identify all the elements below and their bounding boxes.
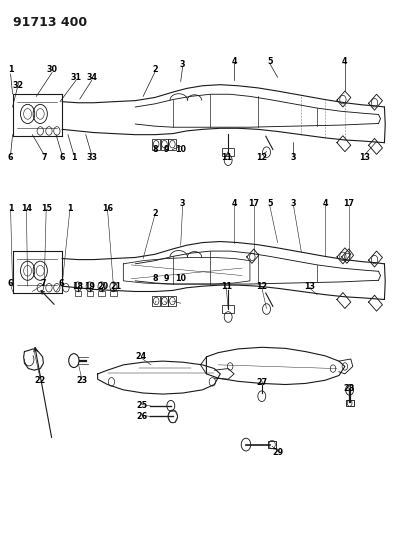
Text: 9: 9 (164, 273, 170, 282)
Bar (98, 291, 105, 296)
Text: 6: 6 (59, 153, 65, 162)
Text: 20: 20 (97, 282, 108, 291)
Text: 7: 7 (40, 279, 46, 288)
Text: 13: 13 (359, 153, 370, 162)
Bar (222, 305, 234, 313)
Text: 26: 26 (137, 412, 148, 421)
Circle shape (69, 354, 79, 368)
Text: 9: 9 (164, 145, 170, 154)
Text: 3: 3 (180, 199, 185, 208)
Text: 6: 6 (8, 153, 13, 162)
Text: 5: 5 (267, 199, 272, 208)
Text: 27: 27 (256, 378, 267, 387)
Text: 1: 1 (8, 66, 13, 74)
Text: 8: 8 (152, 145, 158, 154)
Text: 10: 10 (175, 273, 186, 282)
Text: 4: 4 (322, 199, 328, 208)
Text: 11: 11 (221, 153, 232, 162)
Text: 6: 6 (58, 279, 64, 288)
Text: 18: 18 (72, 282, 83, 291)
Text: 33: 33 (86, 153, 97, 162)
Text: 1: 1 (71, 153, 77, 162)
Bar (152, 139, 160, 150)
Bar (160, 296, 168, 306)
Text: 10: 10 (175, 145, 186, 154)
Text: 16: 16 (102, 204, 113, 213)
Text: 21: 21 (111, 282, 122, 291)
Text: 4: 4 (231, 58, 237, 66)
Text: 7: 7 (41, 153, 47, 162)
Text: 19: 19 (84, 282, 95, 291)
Text: 3: 3 (291, 153, 296, 162)
Bar (346, 400, 354, 406)
Text: 91713 400: 91713 400 (13, 15, 87, 29)
Bar (160, 139, 168, 150)
Text: 23: 23 (76, 376, 87, 385)
Text: 30: 30 (46, 66, 58, 74)
Text: 4: 4 (231, 199, 237, 208)
Text: 12: 12 (256, 153, 267, 162)
Text: 4: 4 (342, 58, 348, 66)
Bar (168, 296, 176, 306)
Text: 1: 1 (8, 204, 13, 213)
Text: 3: 3 (180, 60, 185, 69)
Text: 25: 25 (137, 401, 148, 410)
Text: 28: 28 (343, 384, 355, 393)
Text: 15: 15 (40, 204, 52, 213)
Text: 11: 11 (221, 282, 232, 291)
Text: 17: 17 (249, 199, 259, 208)
Bar (75, 291, 81, 296)
Bar (222, 148, 234, 156)
Text: 13: 13 (304, 282, 315, 291)
Bar (268, 441, 276, 448)
Text: 2: 2 (152, 66, 158, 74)
Bar (168, 139, 176, 150)
Text: 6: 6 (8, 279, 13, 288)
Bar (110, 291, 117, 296)
Text: 5: 5 (267, 58, 272, 66)
Text: 34: 34 (86, 73, 97, 82)
Bar (152, 296, 160, 306)
Text: 3: 3 (291, 199, 296, 208)
Text: 12: 12 (256, 282, 267, 291)
Text: 24: 24 (135, 352, 147, 361)
Text: 22: 22 (35, 376, 46, 385)
Text: 32: 32 (13, 81, 24, 90)
Text: 14: 14 (21, 204, 32, 213)
Text: 1: 1 (67, 204, 73, 213)
Text: 17: 17 (343, 199, 355, 208)
Text: 29: 29 (272, 448, 283, 457)
Text: 31: 31 (70, 73, 81, 82)
Text: 2: 2 (152, 209, 158, 218)
Bar (87, 291, 93, 296)
Text: 8: 8 (152, 273, 158, 282)
